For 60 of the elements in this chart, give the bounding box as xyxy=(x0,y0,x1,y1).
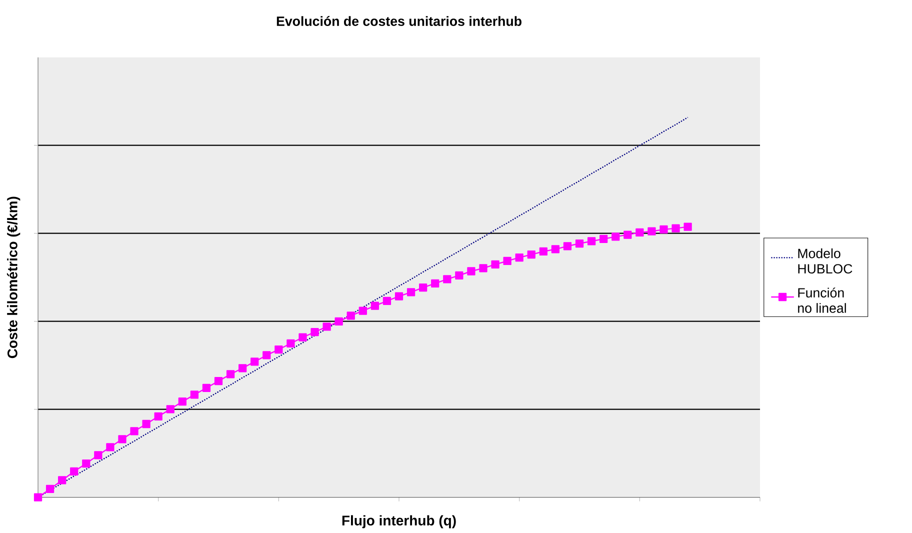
point xyxy=(322,322,331,331)
point xyxy=(684,222,692,231)
point xyxy=(58,476,66,484)
point xyxy=(660,225,668,234)
point xyxy=(382,296,392,305)
point xyxy=(636,228,644,236)
point xyxy=(406,288,416,296)
point xyxy=(455,271,464,280)
chart-title: Evolución de costes unitarios interhub xyxy=(276,16,522,26)
point xyxy=(298,333,307,342)
point xyxy=(34,493,42,502)
point xyxy=(262,351,271,360)
point xyxy=(118,434,126,444)
point xyxy=(190,390,199,399)
point xyxy=(624,230,632,239)
point xyxy=(166,404,174,414)
point xyxy=(479,264,488,272)
point xyxy=(178,397,186,406)
point xyxy=(214,376,223,385)
point xyxy=(503,256,512,265)
point xyxy=(575,239,584,248)
point xyxy=(226,370,235,378)
legend-label: Función no lineal xyxy=(798,287,846,313)
point xyxy=(587,237,596,246)
legend-label: Modelo HUBLOC xyxy=(798,248,852,274)
point xyxy=(551,244,560,254)
point xyxy=(431,279,440,288)
point xyxy=(443,275,452,284)
point xyxy=(250,357,259,366)
point xyxy=(130,426,138,436)
point xyxy=(238,364,247,372)
point xyxy=(370,302,380,310)
point xyxy=(648,227,656,236)
x-axis-title: Flujo interhub (q) xyxy=(342,515,456,528)
y-axis-title: Coste kilométrico (€/km) xyxy=(6,196,20,358)
point xyxy=(154,412,162,420)
point xyxy=(612,232,620,241)
point xyxy=(539,247,548,256)
point xyxy=(600,234,608,243)
point xyxy=(394,292,404,300)
point xyxy=(515,253,524,262)
point xyxy=(310,328,319,336)
point xyxy=(202,384,211,392)
point xyxy=(563,242,572,250)
point xyxy=(346,311,355,320)
point xyxy=(46,484,54,493)
point xyxy=(419,283,428,292)
point xyxy=(358,306,367,315)
point xyxy=(70,467,78,476)
point xyxy=(527,250,536,258)
point xyxy=(672,224,680,232)
point xyxy=(94,450,102,460)
point xyxy=(82,459,90,468)
point xyxy=(106,442,114,452)
point xyxy=(286,339,295,348)
point xyxy=(274,345,283,354)
point xyxy=(491,260,500,268)
point xyxy=(142,420,150,428)
point xyxy=(467,267,476,276)
point xyxy=(334,317,343,326)
